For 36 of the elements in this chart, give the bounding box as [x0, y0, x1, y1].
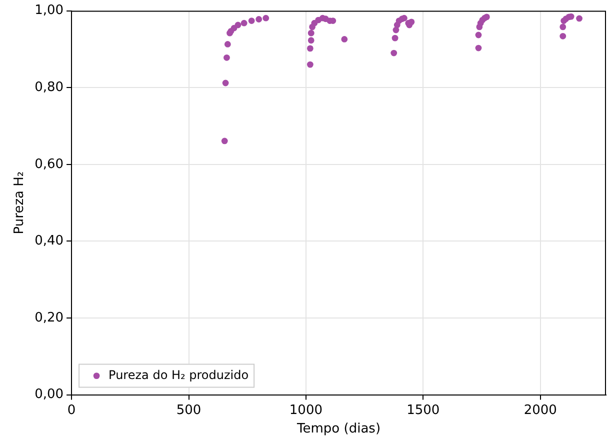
point — [234, 22, 242, 28]
y-tick-label: 0,20 — [34, 310, 64, 326]
point — [576, 15, 582, 22]
point — [475, 44, 482, 52]
point — [560, 32, 566, 40]
y-axis-title: Pureza H₂ — [12, 171, 28, 234]
point — [341, 36, 348, 42]
point — [240, 20, 248, 26]
point — [221, 138, 228, 144]
point — [256, 16, 262, 22]
point — [224, 54, 230, 61]
point — [308, 30, 314, 36]
legend-label: Pureza do H₂ produzido — [108, 368, 249, 382]
point — [475, 32, 482, 38]
y-tick-label: 1,00 — [34, 3, 64, 18]
x-tick-label: 2000 — [524, 402, 557, 418]
point — [248, 18, 255, 24]
point — [306, 45, 314, 52]
point — [392, 34, 398, 42]
point — [222, 80, 229, 86]
point — [262, 14, 270, 22]
x-tick-label: 1500 — [406, 402, 440, 418]
y-tick-label: 0,40 — [34, 234, 64, 249]
point — [306, 61, 314, 68]
point — [390, 50, 398, 56]
y-tick-label: 0,00 — [34, 387, 64, 402]
point — [224, 41, 231, 48]
point — [308, 37, 314, 44]
y-tick-label: 0,60 — [34, 156, 64, 172]
x-tick-label: 0 — [67, 402, 76, 418]
x-tick-label: 1000 — [289, 402, 322, 418]
y-tick-label: 0,80 — [34, 80, 64, 95]
x-axis-title: Tempo (dias) — [296, 422, 381, 437]
x-tick-label: 500 — [176, 402, 202, 418]
point — [408, 18, 415, 26]
point — [560, 24, 566, 30]
